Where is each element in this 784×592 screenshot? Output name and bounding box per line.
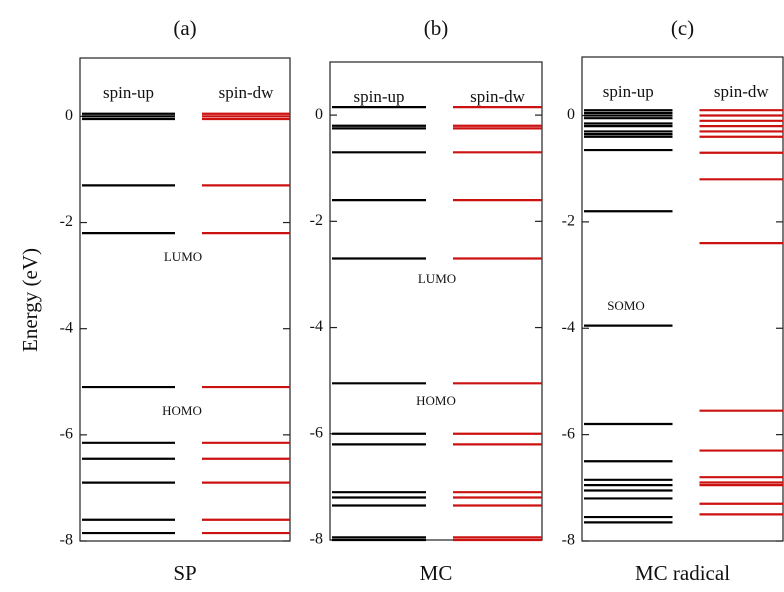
y-tick-label: 0: [315, 106, 323, 123]
y-tick-label: -2: [60, 213, 73, 230]
y-tick-label: -8: [60, 532, 73, 549]
y-tick-label: -6: [310, 424, 323, 441]
column-header: spin-dw: [714, 82, 770, 101]
column-header: spin-up: [603, 82, 654, 101]
y-tick-label: -4: [562, 319, 575, 336]
panel-label: MC: [420, 561, 453, 585]
orbital-label: SOMO: [607, 298, 645, 313]
plot-frame: [329, 61, 543, 541]
y-tick-label: 0: [567, 106, 575, 123]
column-header: spin-up: [103, 83, 154, 102]
y-tick-label: -2: [562, 213, 575, 230]
plot-frame: [79, 57, 291, 542]
panel-title: (c): [671, 16, 694, 40]
y-tick-label: -2: [310, 212, 323, 229]
orbital-label: LUMO: [418, 271, 456, 286]
panel-label: SP: [173, 561, 196, 585]
column-header: spin-dw: [219, 83, 275, 102]
plot-frame: [581, 56, 784, 542]
orbital-label: HOMO: [416, 393, 456, 408]
panel-title: (a): [173, 16, 196, 40]
y-tick-label: 0: [65, 107, 73, 124]
orbital-label: LUMO: [164, 249, 202, 264]
panel-label: MC radical: [635, 561, 730, 585]
y-tick-label: -8: [310, 531, 323, 548]
y-axis-label: Energy (eV): [18, 248, 42, 352]
y-tick-label: -6: [562, 425, 575, 442]
y-tick-label: -6: [60, 426, 73, 443]
y-tick-label: -4: [310, 318, 323, 335]
y-tick-label: -4: [60, 319, 73, 336]
orbital-label: HOMO: [162, 403, 202, 418]
panel-title: (b): [424, 16, 449, 40]
column-header: spin-up: [354, 87, 405, 106]
y-tick-label: -8: [562, 532, 575, 549]
column-header: spin-dw: [470, 87, 526, 106]
